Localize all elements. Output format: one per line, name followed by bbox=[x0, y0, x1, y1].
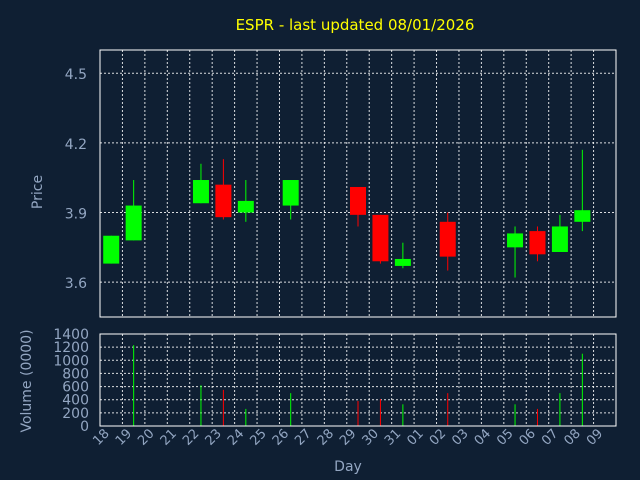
price-tick-label: 4.2 bbox=[65, 137, 87, 153]
candle-body bbox=[282, 180, 299, 206]
candle-body bbox=[372, 214, 389, 262]
volume-tick-label: 200 bbox=[62, 406, 89, 422]
price-frame bbox=[99, 49, 617, 318]
price-tick-label: 4.5 bbox=[65, 67, 87, 83]
candle-body bbox=[574, 210, 591, 222]
candle-body bbox=[192, 180, 209, 204]
price-tick-label: 3.9 bbox=[65, 207, 87, 223]
candle-body bbox=[237, 200, 254, 213]
price-tick-label: 3.6 bbox=[65, 276, 87, 292]
candle-body bbox=[551, 226, 568, 252]
candle-body bbox=[439, 221, 456, 257]
volume-axis-title: Volume (0000) bbox=[19, 329, 35, 432]
volume-tick-label: 600 bbox=[62, 380, 89, 396]
candle-body bbox=[350, 186, 366, 215]
volume-tick-label: 0 bbox=[80, 419, 89, 435]
volume-tick-label: 400 bbox=[62, 393, 89, 409]
candle-body bbox=[529, 231, 546, 255]
price-panel: 4.5 4.2 3.9 3.6 bbox=[65, 49, 617, 318]
candle-body bbox=[215, 184, 232, 218]
candle-body bbox=[394, 258, 411, 266]
chart-title: ESPR - last updated 08/01/2026 bbox=[236, 16, 475, 34]
volume-tick-label: 800 bbox=[62, 366, 89, 382]
price-axis-title: Price bbox=[30, 175, 46, 209]
x-axis-title: Day bbox=[334, 459, 362, 475]
x-axis: 18 19 20 21 22 23 24 25 26 27 28 29 30 31 01 02 03 04 05 06… bbox=[90, 426, 606, 448]
candle-body bbox=[103, 235, 120, 264]
volume-tick-label: 1200 bbox=[53, 340, 89, 356]
candle-body bbox=[507, 233, 524, 248]
volume-tick-label: 1000 bbox=[53, 353, 89, 369]
volume-tick-label: 1400 bbox=[53, 327, 89, 343]
volume-frame bbox=[99, 333, 617, 427]
candle-body bbox=[125, 205, 142, 241]
